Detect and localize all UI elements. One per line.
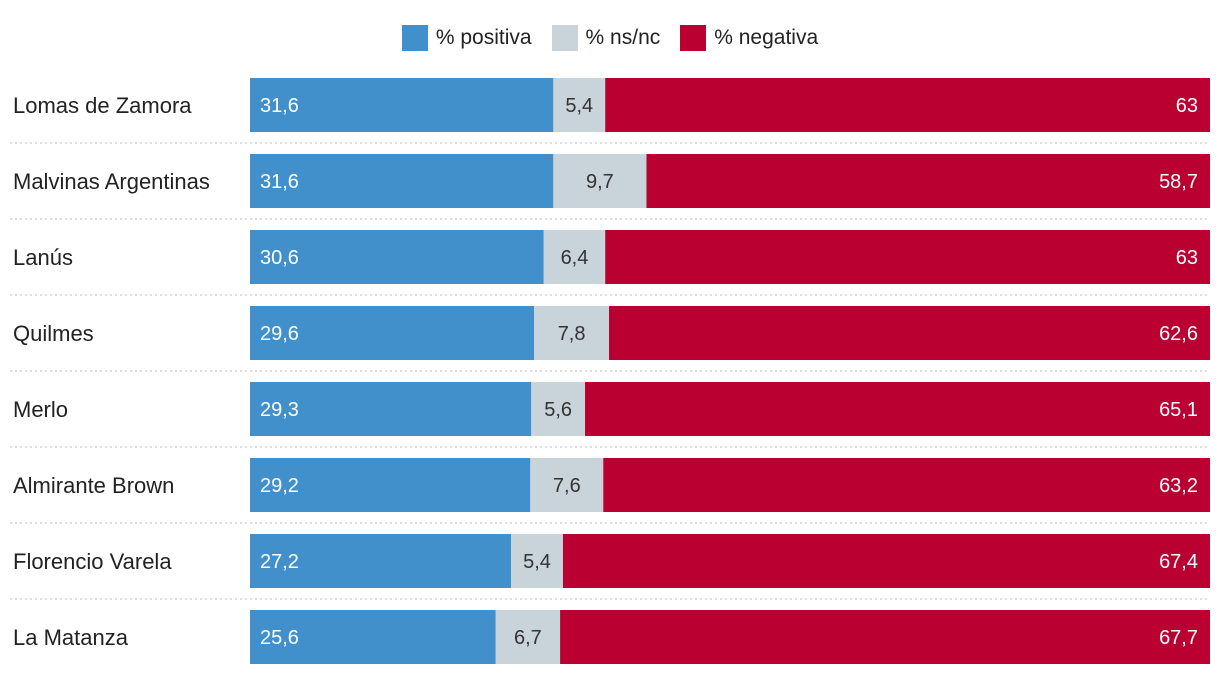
bar-segment [560,610,1210,664]
legend-item-2: % negativa [680,25,818,51]
bar-segment [562,534,1210,588]
category-label: Lomas de Zamora [13,93,192,118]
bar-segment [250,534,512,588]
legend-swatch [401,25,428,51]
bar-segment [605,78,1210,132]
data-label: 9,7 [586,171,614,193]
category-label: Merlo [13,397,68,422]
data-label: 27,2 [260,551,299,573]
data-label: 5,4 [523,551,551,573]
category-label: Quilmes [13,321,94,346]
legend-label: % negativa [714,26,819,49]
bar-segment [530,458,604,512]
data-label: 31,6 [260,171,299,193]
category-label: Lanús [13,245,73,270]
bar-segment [250,458,531,512]
bar-segment [543,230,606,284]
bar-segment [250,610,496,664]
bar-segment [534,306,610,360]
bar-segment [609,306,1210,360]
category-label: Malvinas Argentinas [13,169,210,194]
data-label: 6,7 [514,627,542,649]
bar-segment [553,154,647,208]
data-label: 29,6 [260,323,299,345]
bar-segment [585,382,1210,436]
data-label: 58,7 [1159,171,1198,193]
data-label: 63 [1176,95,1198,117]
bar-segment [495,610,561,664]
legend-item-0: % positiva [401,25,532,51]
bar-segment [553,78,606,132]
legend-swatch [680,25,707,51]
bar-segment [605,230,1210,284]
data-label: 5,4 [565,95,593,117]
bar-segment [250,382,532,436]
legend-label: % ns/nc [585,26,661,49]
data-label: 7,6 [553,475,581,497]
data-label: 5,6 [544,399,572,421]
bar-segment [250,230,544,284]
bar-segment [250,78,554,132]
category-label: La Matanza [13,625,129,650]
data-label: 63 [1176,247,1198,269]
data-label: 6,4 [561,247,589,269]
data-label: 29,2 [260,475,299,497]
data-label: 7,8 [558,323,586,345]
category-label: Almirante Brown [13,473,174,498]
data-label: 65,1 [1159,399,1198,421]
legend-item-1: % ns/nc [551,25,661,51]
bar-segment [250,306,535,360]
legend-swatch [551,25,578,51]
data-label: 63,2 [1159,475,1198,497]
data-label: 31,6 [260,95,299,117]
bar-segment [531,382,586,436]
data-label: 25,6 [260,627,299,649]
data-label: 67,7 [1159,627,1198,649]
data-label: 67,4 [1159,551,1198,573]
category-label: Florencio Varela [13,549,172,574]
bar-segment [646,154,1210,208]
data-label: 29,3 [260,399,299,421]
bar-segment [603,458,1210,512]
bar-segment [250,154,554,208]
legend-label: % positiva [435,26,532,49]
data-label: 30,6 [260,247,299,269]
bar-segment [511,534,563,588]
legend: % positiva % ns/nc % negativa [0,24,1220,52]
data-label: 62,6 [1159,323,1198,345]
